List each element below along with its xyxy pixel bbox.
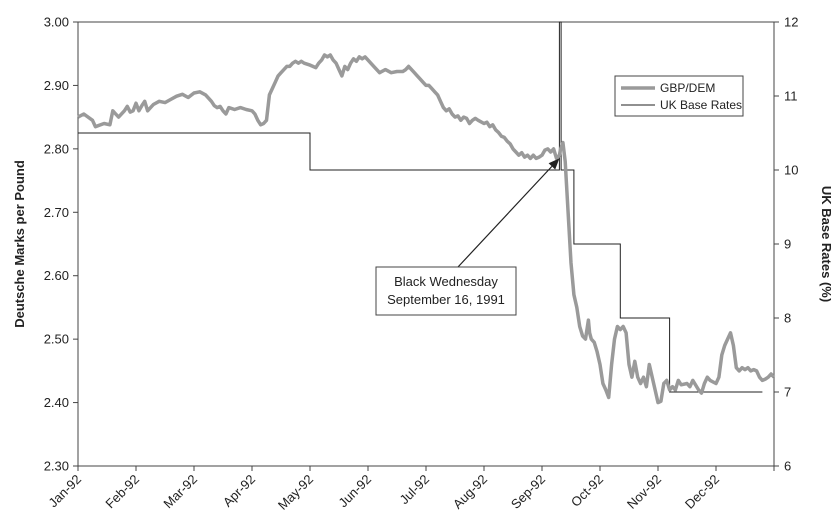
right-axis-title: UK Base Rates (%) [819, 186, 831, 302]
x-tick-label: Oct-92 [568, 472, 606, 510]
x-tick-label: Aug-92 [450, 472, 490, 512]
annotation-line-1: Black Wednesday [394, 274, 498, 289]
right-tick-label: 8 [784, 311, 791, 326]
left-axis-ticks: 3.00 2.90 2.80 2.70 2.60 2.50 2.40 2.30 [44, 15, 78, 474]
series-uk-base-rates [78, 21, 763, 393]
annotation: Black Wednesday September 16, 1991 [375, 158, 560, 316]
right-tick-label: 9 [784, 237, 791, 252]
legend-label-uk-base-rates: UK Base Rates [660, 98, 742, 112]
right-tick-label: 12 [784, 15, 798, 30]
left-tick-label: 2.60 [44, 268, 69, 283]
x-tick-label: Sep-92 [508, 472, 548, 512]
legend-label-gbp-dem: GBP/DEM [660, 81, 715, 95]
annotation-arrow [457, 165, 553, 268]
left-tick-label: 2.50 [44, 332, 69, 347]
x-axis-ticks: Jan-92 Feb-92 Mar-92 Apr-92 May-92 Jun-92 Jul-… [45, 466, 775, 513]
left-tick-label: 3.00 [44, 15, 69, 30]
x-tick-label: Mar-92 [160, 472, 200, 512]
right-tick-label: 6 [784, 459, 791, 474]
x-tick-label: Nov-92 [624, 472, 664, 512]
x-tick-label: Dec-92 [682, 472, 722, 512]
right-tick-label: 10 [784, 163, 798, 178]
annotation-arrowhead [548, 158, 560, 170]
x-tick-label: Jun-92 [335, 472, 374, 511]
right-axis-ticks: 12 11 10 9 8 7 6 [774, 15, 798, 474]
left-tick-label: 2.30 [44, 459, 69, 474]
annotation-box [375, 266, 517, 316]
left-tick-label: 2.70 [44, 205, 69, 220]
x-tick-label: Jul-92 [396, 472, 432, 508]
left-tick-label: 2.90 [44, 78, 69, 93]
legend-box [614, 75, 744, 117]
series-gbp-dem [77, 53, 776, 405]
right-tick-label: 7 [784, 385, 791, 400]
annotation-line-2: September 16, 1991 [387, 292, 505, 307]
right-tick-label: 11 [784, 89, 798, 104]
left-tick-label: 2.80 [44, 141, 69, 156]
left-axis-title: Deutsche Marks per Pound [12, 160, 27, 328]
x-tick-label: Apr-92 [220, 472, 258, 510]
x-tick-label: May-92 [275, 472, 316, 513]
left-tick-label: 2.40 [44, 395, 69, 410]
x-tick-label: Jan-92 [45, 472, 84, 511]
legend: GBP/DEM UK Base Rates [614, 75, 744, 117]
x-tick-label: Feb-92 [102, 472, 142, 512]
